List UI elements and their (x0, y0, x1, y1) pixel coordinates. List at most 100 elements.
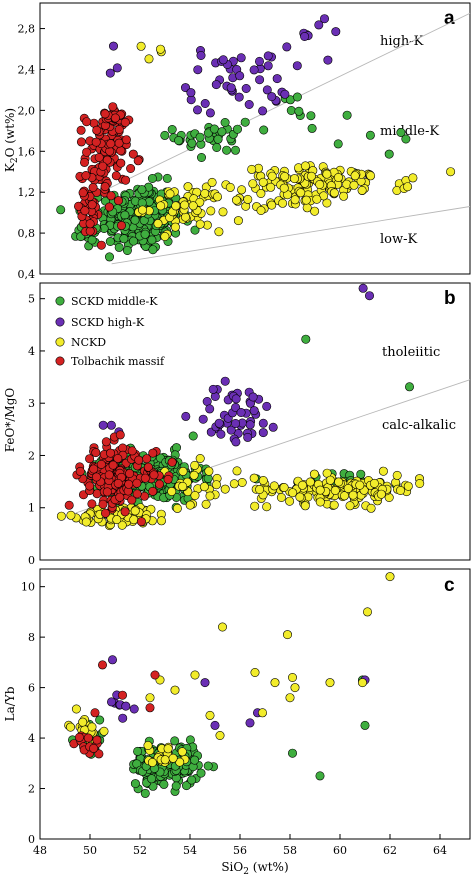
point-nckd (345, 501, 355, 511)
point-tolbachik-massif (148, 486, 158, 496)
xtick-label: 62 (383, 844, 397, 857)
point-nckd (71, 704, 81, 714)
point-tolbachik-massif (87, 200, 97, 210)
point-sckd-high-k (200, 678, 210, 688)
point-nckd (415, 478, 425, 488)
point-tolbachik-massif (76, 125, 86, 135)
point-tolbachik-massif (82, 147, 92, 157)
point-nckd (205, 491, 215, 501)
point-tolbachik-massif (148, 448, 158, 458)
panel-a-yticks: 0,4 0,8 1,2 1,6 2,0 2,4 2,8 (18, 23, 45, 281)
point-sckd-high-k (263, 61, 273, 71)
point-nckd (237, 185, 247, 195)
point-nckd (232, 466, 242, 476)
panel-c-letter: c (444, 575, 455, 596)
point-sckd-middle-k (171, 781, 181, 791)
point-tolbachik-massif (85, 219, 95, 229)
point-sckd-middle-k (137, 185, 147, 195)
point-sckd-middle-k (212, 143, 222, 153)
point-sckd-middle-k (301, 334, 311, 344)
point-tolbachik-massif (132, 478, 142, 488)
point-nckd (343, 483, 353, 493)
point-sckd-middle-k (195, 132, 205, 142)
point-nckd (287, 672, 297, 682)
point-nckd (220, 484, 230, 494)
point-sckd-high-k (244, 100, 254, 110)
point-tolbachik-massif (83, 733, 93, 743)
point-tolbachik-massif (132, 489, 142, 499)
point-tolbachik-massif (126, 164, 136, 174)
panel-c-ylabel: La/Yb (3, 686, 17, 721)
point-sckd-middle-k (231, 145, 241, 155)
panel-c-frame (39, 568, 471, 840)
point-sckd-high-k (323, 55, 333, 65)
point-nckd (129, 515, 139, 525)
point-nckd (180, 200, 190, 210)
point-tolbachik-massif (101, 508, 111, 518)
point-tolbachik-massif (133, 156, 143, 166)
point-nckd (403, 182, 413, 192)
point-tolbachik-massif (100, 182, 110, 192)
xtick-label: 60 (333, 844, 347, 857)
legend-label-tolbachik: Tolbachik massif (71, 355, 165, 368)
point-nckd (188, 201, 198, 211)
point-nckd (160, 232, 170, 242)
point-tolbachik-massif (116, 146, 126, 156)
point-sckd-middle-k (396, 128, 406, 138)
point-nckd (56, 511, 66, 521)
xtick-label: 48 (33, 844, 47, 857)
point-sckd-high-k (243, 432, 253, 442)
point-sckd-middle-k (105, 252, 115, 262)
point-sckd-high-k (231, 418, 241, 428)
point-sckd-high-k (280, 89, 290, 99)
point-sckd-high-k (300, 31, 310, 41)
point-nckd (385, 572, 395, 582)
panel-b: b tholeiitic calc-alkalic FeO*/MgO 0 1 2 3 4… (3, 282, 471, 567)
point-nckd (255, 484, 265, 494)
point-nckd (295, 492, 305, 502)
point-nckd (279, 183, 289, 193)
point-sckd-high-k (105, 68, 115, 78)
point-tolbachik-massif (134, 455, 144, 465)
point-tolbachik-massif (82, 117, 92, 127)
point-nckd (185, 500, 195, 510)
point-nckd (218, 207, 228, 217)
point-tolbachik-massif (104, 202, 114, 212)
point-sckd-middle-k (160, 130, 170, 140)
point-sckd-middle-k (133, 746, 143, 756)
point-tolbachik-massif (118, 690, 128, 700)
point-sckd-middle-k (196, 768, 206, 778)
point-nckd (301, 195, 311, 205)
point-nckd (225, 182, 235, 192)
point-nckd (280, 172, 290, 182)
point-sckd-high-k (193, 105, 203, 115)
ytick-label: 6 (28, 682, 35, 695)
point-sckd-middle-k (384, 149, 394, 159)
point-tolbachik-massif (124, 479, 134, 489)
point-sckd-high-k (118, 713, 128, 723)
point-sckd-high-k (249, 406, 259, 416)
point-sckd-high-k (231, 437, 241, 447)
point-sckd-middle-k (197, 153, 207, 163)
point-nckd (262, 502, 272, 512)
point-tolbachik-massif (121, 135, 131, 145)
point-sckd-high-k (358, 283, 368, 293)
point-nckd (306, 171, 316, 181)
point-nckd (366, 503, 376, 513)
point-nckd (297, 480, 307, 490)
point-tolbachik-massif (75, 466, 85, 476)
point-tolbachik-massif (150, 670, 160, 680)
point-sckd-middle-k (114, 242, 124, 252)
point-sckd-middle-k (286, 106, 296, 116)
point-sckd-high-k (109, 41, 119, 51)
point-nckd (395, 485, 405, 495)
point-nckd (258, 475, 268, 485)
point-sckd-high-k (234, 92, 244, 102)
point-nckd (66, 722, 76, 732)
point-sckd-middle-k (307, 123, 317, 133)
point-sckd-high-k (98, 420, 108, 430)
legend-label-nckd: NCKD (71, 336, 106, 349)
point-tolbachik-massif (127, 495, 137, 505)
point-nckd (181, 212, 191, 222)
point-sckd-middle-k (130, 779, 140, 789)
